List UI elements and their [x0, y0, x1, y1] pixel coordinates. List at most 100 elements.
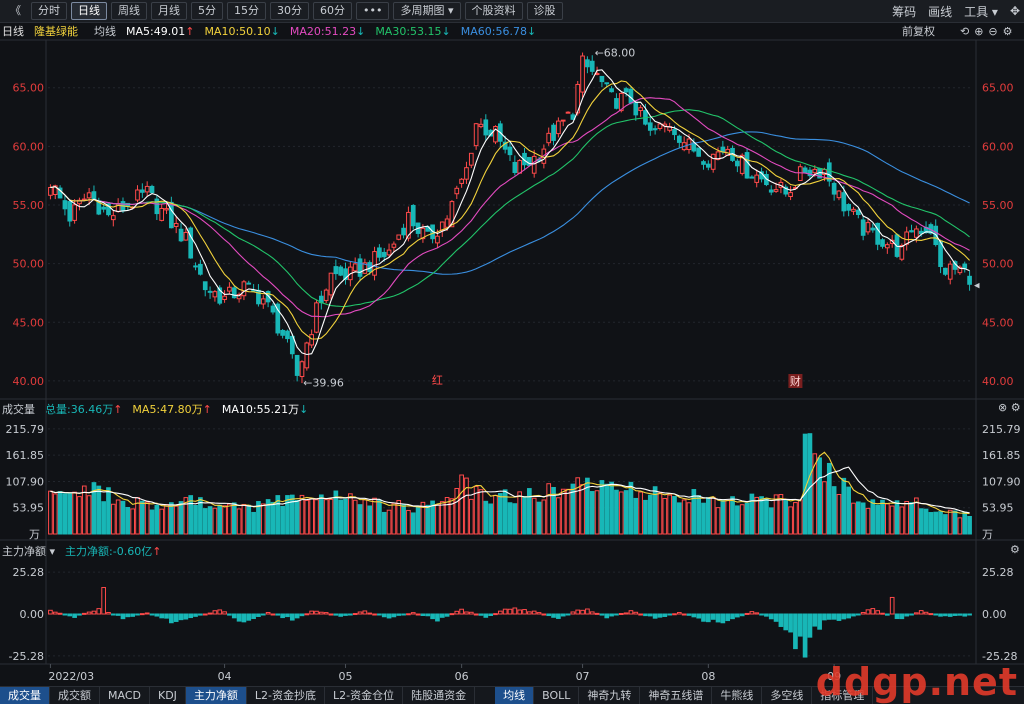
flow-bar	[706, 613, 711, 623]
toolbar-tool[interactable]: ✥	[1009, 4, 1020, 18]
volume-bar	[507, 502, 513, 535]
indicator-tab[interactable]: L2-资金抄底	[247, 687, 326, 704]
volume-bar	[512, 503, 518, 535]
indicator-tab[interactable]: L2-资金仓位	[325, 687, 404, 704]
period-tab[interactable]: 日线	[71, 2, 107, 20]
indicator-tab[interactable]: 多空线	[762, 687, 813, 704]
volume-bar	[454, 487, 460, 535]
volume-bar	[449, 498, 455, 535]
flow-bar	[444, 613, 450, 617]
indicator-tab[interactable]: 牛熊线	[712, 687, 763, 704]
volume-bar	[391, 502, 397, 535]
indicator-tab[interactable]: 成交额	[50, 687, 100, 704]
period-tab[interactable]: 15分	[227, 2, 266, 20]
candle-body	[589, 60, 595, 72]
candle-body	[657, 123, 663, 130]
period-tab[interactable]: 5分	[191, 2, 223, 20]
settings-icon[interactable]: ⚙	[1010, 543, 1020, 556]
volume-tick-right: 107.90	[982, 475, 1021, 488]
indicator-tab[interactable]: KDJ	[150, 687, 186, 704]
volume-bar	[585, 477, 590, 535]
indicator-tab[interactable]: 成交量	[0, 687, 50, 704]
flow-bar	[928, 613, 934, 616]
chart-control-icons[interactable]: ⟲⊕⊖⚙	[960, 24, 1018, 38]
flow-bar	[831, 613, 837, 620]
candle-body	[647, 122, 653, 131]
period-tab[interactable]: 30分	[270, 2, 309, 20]
indicator-tab[interactable]: BOLL	[534, 687, 580, 704]
volume-bar	[502, 489, 508, 535]
volume-bar	[962, 511, 968, 535]
x-axis-label: 04	[218, 670, 232, 683]
volume-bar	[909, 502, 914, 535]
candle-body	[512, 161, 518, 174]
volume-bar	[672, 496, 677, 535]
period-tab[interactable]: 诊股	[526, 2, 563, 20]
volume-bar	[943, 514, 948, 535]
volume-bar	[149, 509, 155, 535]
candle-body	[217, 287, 223, 304]
flow-bar	[647, 613, 653, 617]
flow-bar	[778, 613, 784, 627]
volume-bar	[870, 499, 876, 535]
back-button[interactable]: 《	[10, 4, 21, 17]
volume-bar	[894, 500, 900, 535]
candle-body	[967, 275, 972, 285]
period-tab[interactable]: 多周期图 ▾	[393, 2, 461, 20]
period-tab[interactable]: 60分	[313, 2, 352, 20]
arrow-down-icon: ↓	[526, 24, 537, 38]
volume-bar	[831, 486, 837, 535]
price-tick-right: 50.00	[982, 258, 1014, 271]
candle-body	[135, 189, 140, 201]
candle-body	[836, 190, 842, 199]
indicator-tab[interactable]: MACD	[100, 687, 150, 704]
period-tab[interactable]: 分时	[31, 2, 67, 20]
volume-bar	[783, 499, 789, 535]
volume-bar	[493, 494, 498, 535]
volume-bar	[860, 502, 866, 535]
candle-body	[473, 123, 479, 147]
volume-bar	[662, 498, 668, 535]
flow-bar	[681, 613, 687, 616]
period-tab[interactable]: •••	[356, 2, 390, 20]
volume-bar	[773, 494, 779, 535]
indicator-tab[interactable]: 神奇九转	[579, 687, 641, 704]
candle-body	[48, 187, 53, 196]
candle-body	[783, 186, 789, 195]
flow-bar	[560, 613, 566, 617]
indicator-tab[interactable]: 均线	[495, 687, 535, 704]
flow-bar	[406, 613, 411, 616]
flow-title[interactable]: 主力净额 ▾	[2, 545, 56, 558]
toolbar-tool[interactable]: 筹码	[892, 4, 917, 19]
volume-bar	[169, 502, 174, 535]
flow-bar	[497, 610, 503, 615]
indicator-tab[interactable]: 神奇五线谱	[640, 687, 713, 704]
toolbar-tool[interactable]: 画线	[928, 4, 953, 19]
candle-body	[551, 124, 556, 141]
ma20-line	[50, 97, 970, 318]
flow-bar	[135, 613, 140, 616]
adjust-selector[interactable]: 前复权	[902, 25, 935, 38]
period-tab[interactable]: 周线	[111, 2, 147, 20]
flow-bar	[923, 611, 929, 615]
indicator-tab[interactable]: 陆股通资金	[403, 687, 476, 704]
candle-body	[101, 206, 106, 210]
indicator-tab[interactable]: 指标管理	[812, 687, 874, 704]
close-icon[interactable]: ⊗ ⚙	[998, 401, 1021, 414]
volume-title[interactable]: 成交量	[2, 403, 35, 416]
indicator-tab[interactable]: 主力净额	[185, 687, 247, 704]
candle-body	[343, 268, 348, 280]
chart-canvas[interactable]: 65.00 65.00 60.00 60.00 55.00 55.00 50.00 50.00…	[0, 0, 1024, 686]
flow-bar	[952, 613, 958, 616]
ma-label[interactable]: 均线	[94, 25, 116, 38]
volume-bar	[759, 496, 764, 535]
flow-bar	[870, 608, 876, 615]
period-tab[interactable]: 月线	[151, 2, 187, 20]
toolbar-tool[interactable]: 工具 ▾	[964, 4, 998, 19]
ma20-text: MA20:51.23	[289, 24, 357, 38]
period-tab[interactable]: 个股资料	[464, 2, 523, 20]
volume-bar	[749, 493, 755, 535]
candle-body	[231, 287, 237, 299]
volume-total-text: 总量:36.46万	[45, 403, 114, 416]
flow-tick-right: 0.00	[982, 608, 1007, 621]
